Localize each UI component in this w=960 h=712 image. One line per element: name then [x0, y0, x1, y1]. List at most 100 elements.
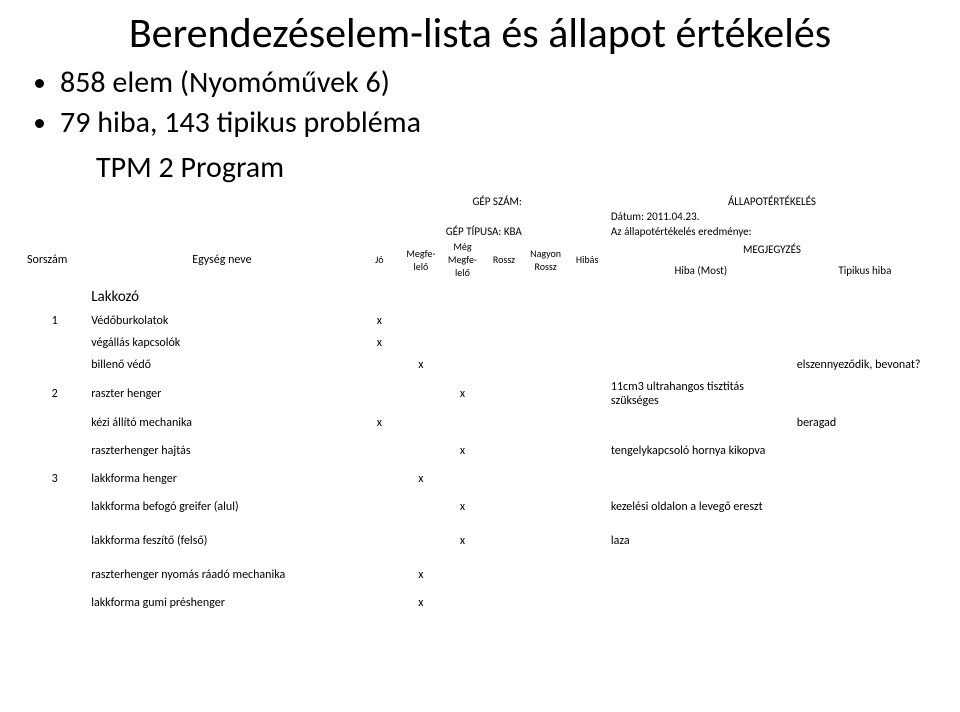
cell-h	[566, 310, 608, 332]
cell-comment	[608, 354, 794, 376]
cell-mmf	[442, 412, 484, 434]
row-number	[24, 490, 85, 524]
cell-jo	[359, 468, 401, 490]
bullet-item: 79 hiba, 143 tipikus probléma	[60, 104, 936, 142]
cell-typ	[794, 332, 936, 354]
cell-jo	[359, 592, 401, 614]
row-name: billenő védő	[85, 354, 358, 376]
cell-r	[483, 332, 525, 354]
cell-jo	[359, 354, 401, 376]
cell-mmf: x	[442, 490, 484, 524]
cell-jo: x	[359, 310, 401, 332]
cell-mmf	[442, 332, 484, 354]
row-name: raszterhenger nyomás ráadó mechanika	[85, 558, 358, 592]
row-name: lakkforma henger	[85, 468, 358, 490]
cell-nr	[525, 332, 567, 354]
col-jo: Jó	[359, 239, 401, 280]
bullet-item: TPM 2 Program	[24, 149, 936, 186]
cell-mf: x	[400, 354, 442, 376]
col-megjegyzes: MEGJEGYZÉS	[608, 239, 936, 260]
cell-nr	[525, 412, 567, 434]
col-meg-megfelelo: Még Megfe- lelő	[442, 239, 484, 280]
cell-nr	[525, 592, 567, 614]
cell-comment	[608, 412, 794, 434]
cell-h	[566, 592, 608, 614]
cell-nr	[525, 558, 567, 592]
col-megfelelo: Megfe- lelő	[400, 239, 442, 280]
row-number: 1	[24, 310, 85, 332]
row-number: 3	[24, 468, 85, 490]
cell-mf	[400, 310, 442, 332]
cell-comment	[608, 558, 794, 592]
cell-nr	[525, 354, 567, 376]
cell-typ: beragad	[794, 412, 936, 434]
bullet-item: 858 elem (Nyomóművek 6)	[60, 64, 936, 102]
cell-mmf	[442, 468, 484, 490]
cell-comment: tengelykapcsoló hornya kikopva	[608, 434, 794, 468]
row-number	[24, 354, 85, 376]
row-number	[24, 412, 85, 434]
cell-mmf	[442, 592, 484, 614]
cell-mf	[400, 376, 442, 412]
cell-h	[566, 524, 608, 558]
cell-typ: elszennyeződik, bevonat?	[794, 354, 936, 376]
cell-mmf	[442, 310, 484, 332]
row-number	[24, 332, 85, 354]
row-name: raszter henger	[85, 376, 358, 412]
cell-comment	[608, 468, 794, 490]
cell-h	[566, 354, 608, 376]
cell-mmf	[442, 354, 484, 376]
cell-mf	[400, 412, 442, 434]
cell-mmf: x	[442, 376, 484, 412]
cell-jo	[359, 558, 401, 592]
cell-h	[566, 434, 608, 468]
cell-mmf: x	[442, 434, 484, 468]
cell-jo	[359, 376, 401, 412]
cell-h	[566, 490, 608, 524]
row-number	[24, 524, 85, 558]
section-title: Lakkozó	[85, 284, 358, 310]
cell-typ	[794, 310, 936, 332]
cell-jo	[359, 524, 401, 558]
row-number	[24, 592, 85, 614]
cell-h	[566, 558, 608, 592]
cell-h	[566, 468, 608, 490]
row-number: 2	[24, 376, 85, 412]
row-name: Védőburkolatok	[85, 310, 358, 332]
cell-mf	[400, 490, 442, 524]
cell-jo: x	[359, 412, 401, 434]
cell-r	[483, 490, 525, 524]
row-number	[24, 434, 85, 468]
row-number	[24, 558, 85, 592]
col-egyseg: Egység neve	[85, 239, 358, 280]
cell-r	[483, 412, 525, 434]
cell-typ	[794, 468, 936, 490]
datum-value: Dátum: 2011.04.23.	[608, 209, 936, 224]
cell-typ	[794, 524, 936, 558]
cell-mf	[400, 524, 442, 558]
page-title: Berendezéselem-lista és állapot értékelé…	[24, 10, 936, 58]
cell-jo	[359, 434, 401, 468]
cell-mmf	[442, 558, 484, 592]
col-hiba-most: Hiba (Most)	[608, 260, 794, 281]
allapot-title: ÁLLAPOTÉRTÉKELÉS	[608, 194, 936, 209]
cell-nr	[525, 524, 567, 558]
cell-r	[483, 524, 525, 558]
cell-comment: laza	[608, 524, 794, 558]
cell-mf: x	[400, 558, 442, 592]
cell-mf	[400, 434, 442, 468]
cell-mf: x	[400, 468, 442, 490]
cell-typ	[794, 490, 936, 524]
eredmeny-label: Az állapotértékelés eredménye:	[608, 224, 936, 239]
col-nagyon-rossz: Nagyon Rossz	[525, 239, 567, 280]
cell-nr	[525, 468, 567, 490]
cell-r	[483, 434, 525, 468]
cell-h	[566, 412, 608, 434]
row-name: kézi állító mechanika	[85, 412, 358, 434]
cell-comment	[608, 592, 794, 614]
col-sorszam: Sorszám	[24, 239, 85, 280]
cell-comment: 11cm3 ultrahangos tisztítás szükséges	[608, 376, 794, 412]
bullet-list: 858 elem (Nyomóművek 6) 79 hiba, 143 tip…	[24, 64, 936, 141]
cell-r	[483, 376, 525, 412]
col-rossz: Rossz	[483, 239, 525, 280]
